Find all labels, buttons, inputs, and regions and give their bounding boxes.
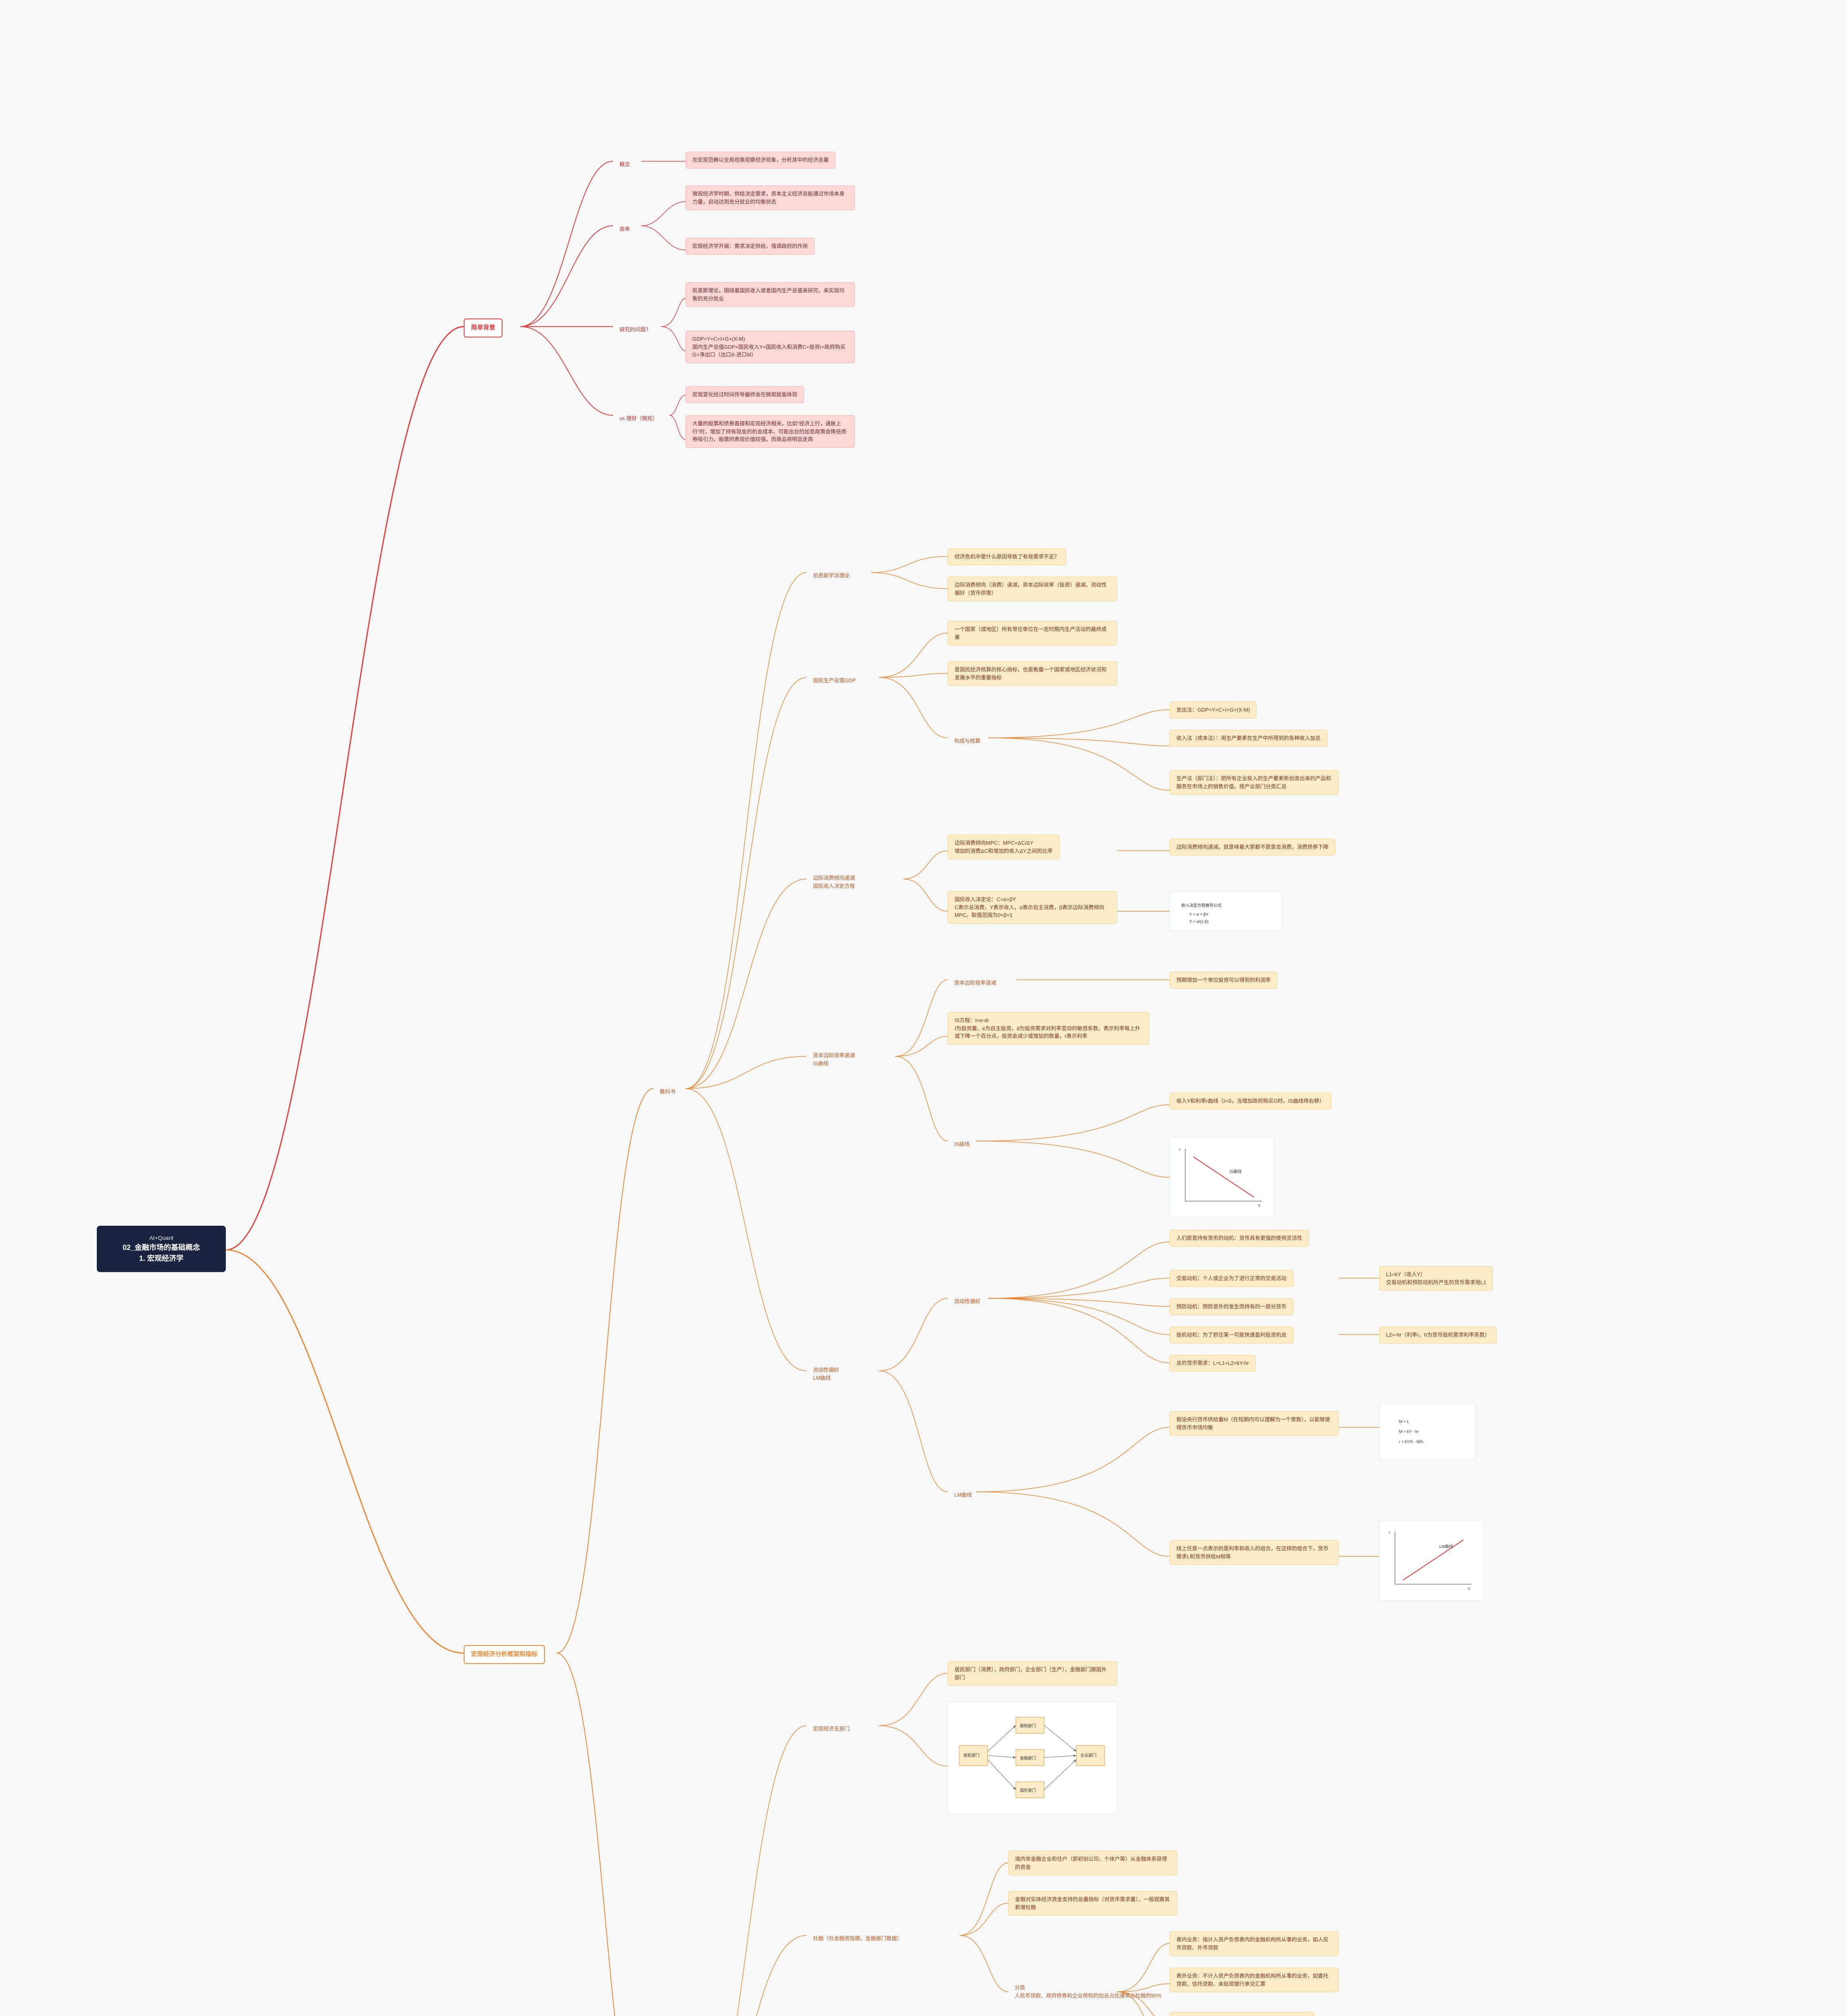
svg-text:Y = α/(1-β): Y = α/(1-β) [1189,920,1209,924]
leaf-origin-2[interactable]: 宏观经济学开端：需求决定供给，强调政府的作用 [686,238,815,255]
label-keynes: 凯恩斯学派理论 [807,568,856,584]
label-lm-curve: LM曲线 [948,1487,978,1503]
label-social-fin: 社融（社会融资规模，金融部门数据） [807,1931,909,1947]
leaf-sf-c3[interactable]: 直接融资：政府债券、企业债券、非金融企业境内股权等 [1169,2012,1314,2016]
label-gdp: 国民生产总值GDP [807,673,862,689]
leaf-gdp-calc-3[interactable]: 生产法（部门法）：把所有企业投入的生产要素新创造出来的产品和服务在市场上的销售价… [1169,770,1339,795]
label-liquidity: 流动性偏好 LM曲线 [807,1362,846,1386]
root-line1: AI+Quant [106,1234,216,1242]
svg-text:政府部门: 政府部门 [1020,1723,1036,1729]
mindmap-canvas: AI+Quant 02_金融市场的基础概念 1. 宏观经济学 简单背景 概念 在… [0,0,1847,2016]
leaf-liq-p5[interactable]: 总的货币需求：L=L1+L2=kY-hr [1169,1355,1256,1372]
root-line2: 02_金融市场的基础概念 [106,1242,216,1253]
five-sectors-diagram: 居民部门 政府部门 金融部门 国外部门 企业部门 [948,1702,1117,1814]
leaf-sectors-1[interactable]: 居民部门（消费），政府部门，企业部门（生产），金融部门跟国外部门 [948,1661,1117,1686]
label-question: 研究的问题？ [613,322,657,338]
svg-text:国外部门: 国外部门 [1020,1788,1036,1793]
leaf-mec-1[interactable]: 预期增加一个单位投资可以得到的利润率 [1169,972,1278,989]
label-mec-1: 资本边际效率递减 [948,975,1003,991]
svg-text:M = kY - hr: M = kY - hr [1399,1430,1419,1434]
label-is-curve: IS曲线 [948,1136,976,1152]
leaf-gdp-1[interactable]: 一个国家（或地区）所有常住单位在一定时期内生产活动的最终成果 [948,621,1117,646]
leaf-sf-1[interactable]: 境内非金融企业和住户（即初创公司、个体户等）从金融体系获得的资金 [1008,1851,1178,1875]
svg-text:企业部门: 企业部门 [1080,1753,1097,1758]
svg-text:r = kY/h - M/h: r = kY/h - M/h [1399,1440,1423,1444]
leaf-liq-p2[interactable]: 交易动机：个人或企业为了进行正常的交易活动 [1169,1270,1293,1287]
leaf-sf-c1[interactable]: 表内业务：指计入资产负债表内的金融机构所从事的业务，如人民币贷款、外币贷款 [1169,1931,1339,1956]
leaf-is-text[interactable]: 收入Y和利率r曲线（I=S，当增加政府购买G时，IS曲线将右移） [1169,1093,1331,1110]
label-sf-cat: 分类 人民币贷款、政府债券和企业债权的加总占比通常占社融的90% [1008,1980,1168,2004]
leaf-sf-2[interactable]: 金融对实体经济资金支持的总量指标（对货币需求量），一般观察其新增社融 [1008,1891,1178,1916]
lm-formula-image: M = L M = kY - hr r = kY/h - M/h [1379,1403,1476,1460]
leaf-liq-p2a[interactable]: L1=kY（收入Y） 交易动机和预防动机所产生的货币需求用L1 [1379,1266,1493,1291]
formula-image: 收入决定方程推导公式 Y = α + βY Y = α/(1-β) [1169,891,1282,931]
svg-text:居民部门: 居民部门 [963,1753,980,1758]
leaf-gdp-calc-1[interactable]: 支出法：GDP=Y=C+I+G+(X-M) [1169,702,1257,719]
leaf-lm-1[interactable]: 假设央行货币供给量M（在短期内可以理解为一个常数），以能够使得货币市场均衡 [1169,1411,1339,1436]
label-mpc: 边际消费倾向递减 国民收入决定方程 [807,870,861,894]
branch-simple-background[interactable]: 简单背景 [464,319,502,337]
label-origin: 由来 [613,221,636,237]
label-vs: vs 理财（微观） [613,410,664,427]
svg-text:Y: Y [1468,1587,1470,1591]
svg-text:金融部门: 金融部门 [1020,1756,1036,1761]
leaf-lm-2[interactable]: 线上任意一点表示的是利率和收入的组合，在这样的组合下，货币需求L和货币供给M相等 [1169,1540,1339,1565]
label-concept: 概念 [613,156,636,173]
leaf-liq-p4[interactable]: 投机动机：为了抓住某一可能快速盈利投资机会 [1169,1327,1293,1343]
connector-lines [0,0,1847,2016]
label-sectors: 宏观经济五部门 [807,1721,856,1737]
leaf-sf-c2[interactable]: 表外业务：不计入资产负债表内的金融机构所从事的业务，如委托贷款、信托贷款、未贴现… [1169,1968,1339,1992]
is-curve-chart: Y r IS曲线 [1169,1137,1274,1218]
leaf-keynes-1[interactable]: 经济危机中是什么原因导致了有效需求不足？ [948,548,1066,565]
leaf-question-1[interactable]: 凯恩斯理论，围绕着国民收入或者国内生产总值来研究，来实现均衡的充分就业 [686,282,855,307]
label-textbook: 教科书 [653,1084,682,1100]
label-gdp-calc: 构成与核算 [948,733,987,749]
leaf-mpc-1[interactable]: 边际消费倾向MPC：MPC=ΔC/ΔY 增加的消费ΔC和增加的收入ΔY之间的比率 [948,835,1059,859]
label-mec: 资本边际效率递减 IS曲线 [807,1048,861,1071]
leaf-mec-2[interactable]: IS方程：I=e-dr I为投资量，e为自主投资，d为投资需求对利率变动的敏感系… [948,1012,1149,1045]
leaf-mpc-2[interactable]: 国民收入决定论：C=α+βY C表示总消费，Y表示收入，α表示自主消费，β表示边… [948,891,1117,924]
svg-text:r: r [1389,1531,1390,1535]
leaf-concept[interactable]: 在宏观范畴以全局视角观察经济现象，分析其中的经济总量 [686,152,836,169]
svg-text:IS曲线: IS曲线 [1230,1169,1241,1174]
svg-text:M = L: M = L [1399,1420,1409,1424]
svg-text:r: r [1179,1148,1181,1152]
leaf-liq-p1[interactable]: 人们愿意持有货币的动机：货币具有更强的使用灵活性 [1169,1230,1309,1247]
label-liq-pref: 流动性偏好 [948,1293,987,1310]
leaf-keynes-2[interactable]: 边际消费倾向（消费）递减，资本边际效率（投资）递减，流动性偏好（货币供需） [948,577,1117,601]
leaf-gdp-2[interactable]: 是国民经济核算的核心指标，也是衡量一个国家或地区经济状况和发展水平的重要指标 [948,661,1117,686]
lm-curve-chart: Y r LM曲线 [1379,1520,1484,1601]
leaf-mpc-1a[interactable]: 边际消费倾向递减，就意味着大家都不愿意去消费，消费债券下降 [1169,839,1335,856]
svg-text:收入决定方程推导公式: 收入决定方程推导公式 [1181,903,1222,908]
branch-macro-framework[interactable]: 宏观经济分析框架和指标 [464,1645,545,1664]
svg-text:Y: Y [1258,1204,1261,1208]
leaf-origin-1[interactable]: 微观经济学时期，供给决定需求，资本主义经济总能通过市场本身力量，自动达到充分就业… [686,185,855,210]
root-node[interactable]: AI+Quant 02_金融市场的基础概念 1. 宏观经济学 [97,1226,226,1272]
leaf-question-2[interactable]: GDP=Y=C+I+G+(X-M) 国内生产总值GDP=国民收入Y=国民收入和消… [686,331,855,363]
svg-text:Y = α + βY: Y = α + βY [1189,912,1209,917]
leaf-liq-p3[interactable]: 预防动机：预防意外的发生而持有的一部分货币 [1169,1298,1293,1315]
leaf-liq-p4a[interactable]: L2=-hr（利率r，h为货币投机需求利率系数） [1379,1327,1497,1343]
root-line3: 1. 宏观经济学 [106,1253,216,1264]
leaf-gdp-calc-2[interactable]: 收入法（成本法）：用生产要素在生产中所得到的各种收入加总 [1169,730,1328,747]
svg-text:LM曲线: LM曲线 [1439,1544,1453,1549]
leaf-vs-1[interactable]: 宏观变化经过时间传导最终会在微观层面体现 [686,386,804,403]
leaf-vs-2[interactable]: 大量的股票和债券直接和宏观经济相关，比如"经济上行，通胀上行"时，增加了持有现金… [686,415,855,448]
